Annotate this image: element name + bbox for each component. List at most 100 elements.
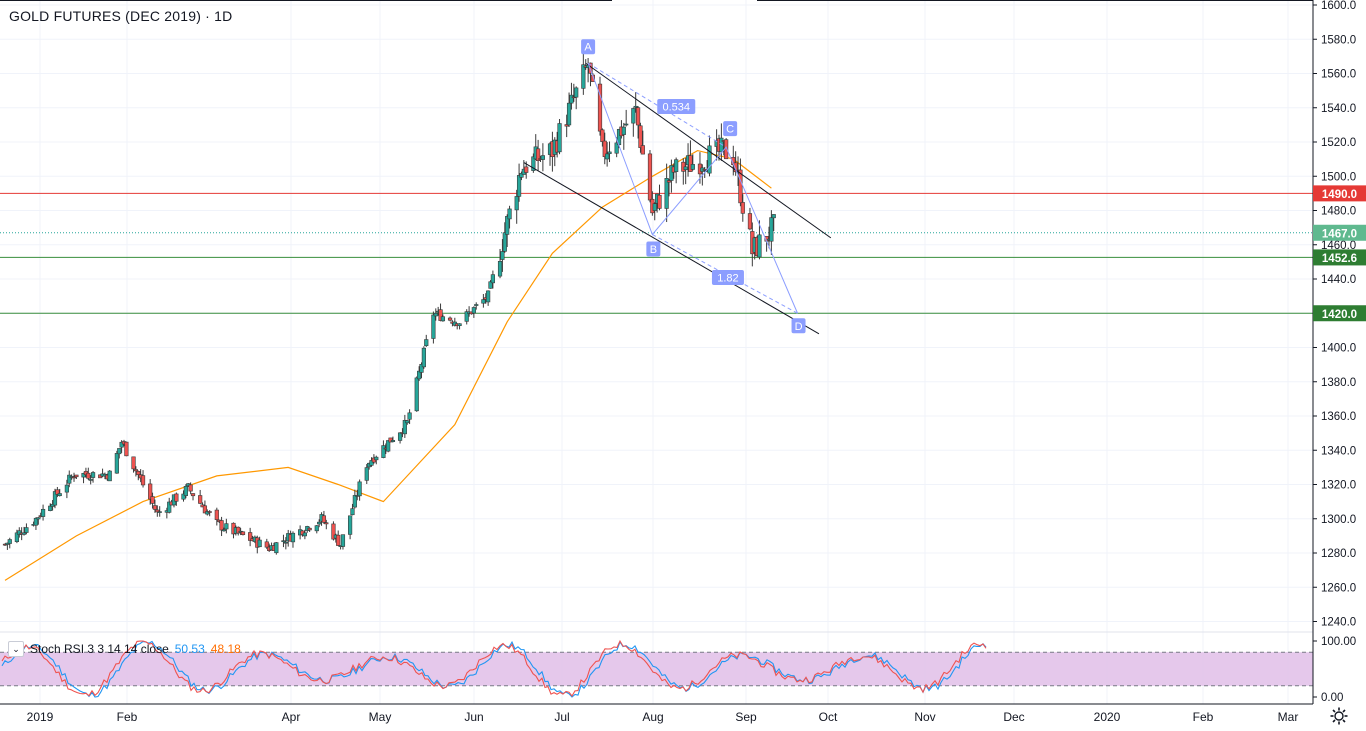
candle bbox=[347, 515, 353, 540]
stoch-k-line bbox=[1, 640, 987, 698]
candle bbox=[505, 214, 510, 248]
candle bbox=[581, 52, 586, 95]
candle-body bbox=[52, 491, 58, 506]
candle bbox=[500, 239, 505, 272]
candle-body bbox=[438, 309, 443, 321]
candle-body bbox=[324, 522, 329, 525]
candle bbox=[48, 503, 53, 512]
candle-body bbox=[540, 155, 545, 160]
candle-body bbox=[207, 511, 212, 513]
price-tick-label: 1300.0 bbox=[1321, 514, 1356, 526]
candle bbox=[352, 489, 357, 509]
candle-body bbox=[150, 496, 155, 504]
candle bbox=[374, 455, 379, 465]
candle-body bbox=[600, 129, 605, 142]
candle bbox=[207, 510, 212, 517]
candle bbox=[157, 506, 162, 517]
candle-body bbox=[140, 475, 146, 486]
price-tick-label: 1380.0 bbox=[1321, 377, 1356, 389]
candle bbox=[531, 153, 536, 173]
price-tick-label: 1400.0 bbox=[1321, 343, 1356, 355]
candle-body bbox=[321, 515, 327, 523]
candle bbox=[769, 210, 774, 255]
time-label: Aug bbox=[642, 710, 663, 724]
candle-body bbox=[24, 527, 29, 533]
candle-body bbox=[569, 94, 574, 104]
candle bbox=[688, 140, 693, 172]
time-label: Oct bbox=[819, 710, 838, 724]
channel-lower-line bbox=[523, 162, 820, 335]
candle-body bbox=[631, 108, 636, 124]
candle bbox=[683, 158, 688, 185]
price-tag-1420-text: 1420.0 bbox=[1322, 309, 1357, 321]
candle bbox=[224, 518, 229, 534]
candle bbox=[17, 527, 22, 538]
candle bbox=[302, 529, 307, 540]
candle-body bbox=[464, 311, 469, 322]
candle-body bbox=[402, 420, 407, 435]
candle bbox=[597, 76, 603, 136]
settings-gear-icon[interactable] bbox=[1329, 706, 1349, 726]
candle-body bbox=[388, 437, 393, 443]
candle bbox=[733, 151, 738, 176]
candle-body bbox=[633, 105, 638, 108]
price-tick-label: 1360.0 bbox=[1321, 411, 1356, 423]
candle-body bbox=[702, 169, 707, 171]
candle-body bbox=[119, 441, 124, 448]
candle bbox=[331, 521, 336, 541]
time-label: Sep bbox=[735, 710, 757, 724]
candle bbox=[569, 82, 574, 110]
candle-body bbox=[202, 505, 208, 514]
candle bbox=[219, 516, 224, 537]
candle-body bbox=[64, 484, 69, 493]
candle bbox=[190, 493, 196, 501]
candle bbox=[317, 519, 322, 528]
candle bbox=[433, 308, 438, 321]
candle-body bbox=[621, 126, 626, 135]
candle-body bbox=[67, 474, 72, 484]
harmonic-pattern-line bbox=[587, 63, 798, 314]
price-tag-1490-text: 1490.0 bbox=[1322, 189, 1357, 201]
candle-body bbox=[386, 440, 391, 452]
candle-body bbox=[519, 173, 524, 178]
candle bbox=[248, 527, 253, 547]
price-tick-label: 1460.0 bbox=[1321, 240, 1356, 252]
candle bbox=[488, 280, 493, 289]
candle bbox=[124, 441, 129, 457]
candle bbox=[564, 114, 569, 138]
candle bbox=[90, 471, 96, 483]
candle-body bbox=[340, 534, 346, 547]
candle bbox=[390, 436, 396, 443]
price-tick-label: 1480.0 bbox=[1321, 206, 1356, 218]
candle-body bbox=[274, 542, 279, 554]
time-axis[interactable]: 2019 Feb Apr May Jun Jul Aug Sep Oct Nov Dec 2020 Fe… bbox=[0, 703, 1313, 724]
candle-body bbox=[431, 314, 436, 339]
time-label: Nov bbox=[914, 710, 935, 724]
candle bbox=[600, 128, 605, 147]
candle-body bbox=[505, 216, 510, 235]
candle-body bbox=[90, 472, 96, 478]
candle bbox=[240, 531, 246, 536]
candle-body bbox=[664, 178, 669, 209]
drawing-tools[interactable]: A B C D 0.534 1.82 bbox=[523, 39, 832, 335]
candle-body bbox=[7, 539, 12, 544]
candle-body bbox=[652, 203, 657, 211]
candle-body bbox=[183, 485, 188, 496]
candle bbox=[747, 207, 753, 231]
price-axis[interactable]: 1600.0 1580.0 1560.0 1540.0 1520.0 1500.0 1480… bbox=[1312, 0, 1366, 704]
candle-body bbox=[490, 274, 496, 284]
candle bbox=[181, 490, 186, 502]
candle-body bbox=[733, 162, 738, 173]
legend-collapse-button[interactable]: ⌄ bbox=[8, 641, 24, 657]
stoch-d-line bbox=[1, 639, 987, 697]
candle bbox=[607, 141, 612, 163]
candle bbox=[605, 142, 610, 167]
candle bbox=[690, 154, 695, 171]
chart-title: GOLD FUTURES (DEC 2019) · 1D bbox=[9, 8, 233, 24]
top-border bbox=[757, 0, 1313, 1]
candle bbox=[602, 132, 607, 165]
horizontal-levels[interactable] bbox=[0, 192, 1313, 314]
stoch-band bbox=[0, 652, 1313, 686]
candlestick-series bbox=[2, 52, 776, 555]
